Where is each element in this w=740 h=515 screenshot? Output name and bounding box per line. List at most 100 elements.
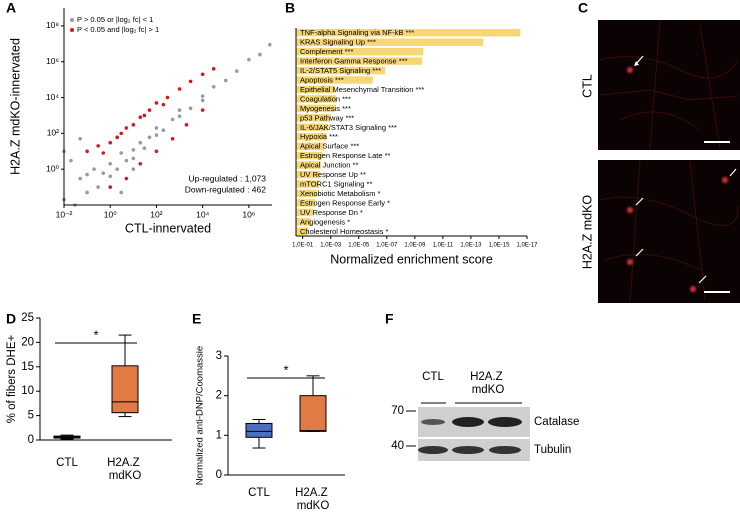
x-tick-label: 1,0E-09 (404, 243, 426, 249)
arrow (635, 197, 644, 206)
x-tick-label: H2A.Z mdKO (107, 457, 143, 482)
dhe-spot (690, 286, 696, 292)
bar (296, 142, 325, 150)
band (418, 446, 448, 454)
y-tick-label: 0 (28, 434, 34, 446)
lane-label: H2A.Z mdKO (470, 371, 506, 396)
category-label: UV Response Up ** (300, 170, 366, 179)
bar (296, 180, 319, 188)
category-label: Cholesterol Homeostasis * (300, 227, 388, 236)
point (108, 174, 113, 179)
micrograph (598, 20, 740, 150)
y-tick-label: 20 (21, 336, 34, 348)
point (131, 148, 136, 152)
band (489, 446, 521, 454)
x-axis-label: Normalized enrichment score (330, 252, 493, 266)
panel-letter: A (6, 0, 16, 16)
point (258, 52, 262, 57)
point (235, 69, 239, 73)
bar (296, 95, 337, 103)
point (142, 113, 147, 118)
x-tick-label: 10⁻² (56, 209, 73, 219)
category-label: p53 Pathway *** (300, 113, 354, 122)
arrow-head (634, 61, 639, 66)
x-tick-label: 10⁴ (196, 209, 209, 219)
point (211, 84, 216, 89)
y-tick-label: 10⁸ (46, 20, 59, 30)
category-label: KRAS Signaling Up *** (300, 38, 376, 47)
category-label: Angiogenesis * (300, 217, 350, 226)
x-tick-label: 1,0E-13 (460, 243, 482, 249)
y-tick-label: 1 (216, 429, 222, 441)
micrograph (598, 160, 740, 303)
panel-letter: D (6, 311, 16, 327)
arrow (698, 275, 707, 284)
bar (296, 114, 331, 122)
x-tick-label: CTL (56, 457, 78, 469)
significance: * (94, 328, 99, 342)
point (101, 151, 106, 155)
point (108, 140, 113, 145)
y-axis-label: % of fibers DHE+ (6, 334, 18, 423)
row-label: H2A.Z mdKO (580, 195, 594, 270)
point (108, 185, 113, 189)
band (452, 446, 484, 454)
point (161, 128, 166, 133)
point (211, 67, 216, 71)
box (245, 422, 273, 438)
x-tick-label: 10⁰ (104, 209, 117, 219)
y-tick-label: 10⁰ (46, 163, 59, 173)
band (421, 419, 445, 425)
bar (296, 85, 335, 94)
bar (296, 161, 321, 169)
point (142, 146, 147, 150)
x-tick-label: 1,0E-17 (516, 243, 538, 249)
band-label: Tubulin (534, 444, 571, 456)
point (170, 136, 175, 141)
point (188, 79, 193, 84)
dhe-spot (627, 207, 633, 213)
panel-letter: E (192, 311, 201, 327)
bar (296, 189, 317, 198)
point (154, 101, 159, 105)
point (131, 167, 136, 171)
category-label: Estrogen Response Late ** (300, 151, 391, 160)
y-tick-label: 2 (216, 390, 222, 402)
point (223, 78, 228, 83)
category-label: Apical Junction ** (300, 161, 358, 170)
y-tick-label: 10² (47, 128, 59, 138)
x-tick-label: 1,0E-11 (433, 243, 454, 249)
bar (296, 104, 335, 113)
bar (296, 199, 316, 207)
fiber-outline (599, 159, 739, 304)
point (119, 151, 124, 155)
box (111, 365, 139, 414)
dhe-spot (722, 177, 728, 183)
point (154, 133, 159, 137)
y-tick-label: 10⁴ (46, 92, 59, 102)
fiber-outline (599, 19, 739, 151)
category-label: Apoptosis *** (300, 75, 344, 84)
category-label: Interferon Gamma Response *** (300, 57, 408, 66)
point (119, 131, 124, 136)
panel-letter: C (578, 0, 588, 16)
point (85, 149, 89, 154)
y-axis-label: H2A.Z mdKO-innervated (8, 38, 22, 175)
category-label: UV Response Dn * (300, 208, 363, 217)
point (131, 156, 136, 161)
legend-label: P > 0.05 or |log₂ fc| < 1 (77, 15, 153, 24)
legend-label: P < 0.05 and |log₂ fc| > 1 (77, 25, 159, 34)
bar (296, 47, 424, 56)
category-label: Xenobiotic Metabolism * (300, 189, 381, 198)
point (131, 123, 136, 127)
point (154, 149, 159, 154)
category-label: IL-2/STAT5 Signaling *** (300, 66, 381, 75)
y-tick-label: 10 (21, 385, 34, 397)
x-tick-label: 1,0E-01 (292, 243, 314, 249)
x-tick-label: 1,0E-05 (348, 243, 370, 249)
dhe-spot (627, 259, 633, 265)
bar (296, 170, 320, 179)
x-tick-label: 1,0E-15 (488, 243, 510, 249)
